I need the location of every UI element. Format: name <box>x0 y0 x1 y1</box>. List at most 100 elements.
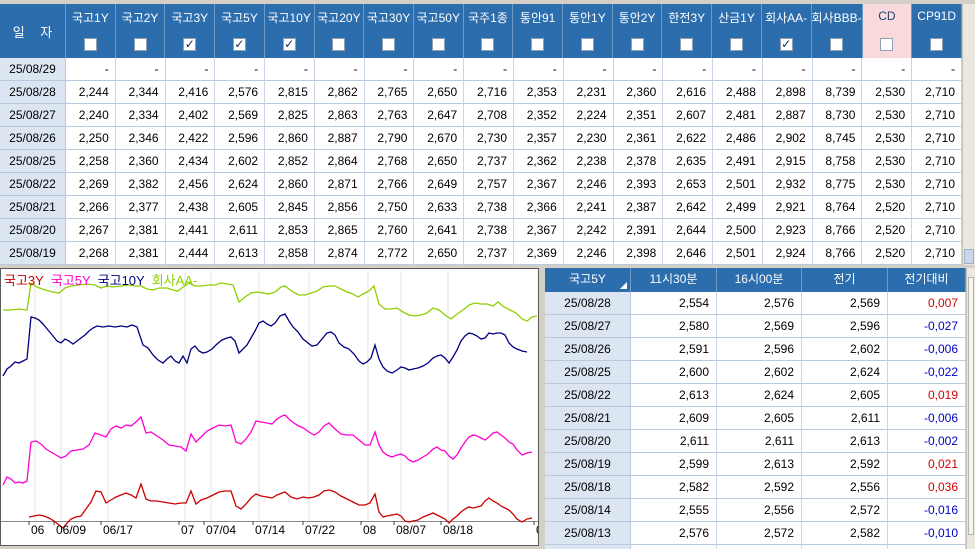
column-header-CP91D[interactable]: CP91D <box>912 4 962 58</box>
column-header-국고1Y[interactable]: 국고1Y <box>66 4 116 58</box>
value-cell: 2,361 <box>613 127 664 150</box>
quote-column-header[interactable]: 16시00분 <box>717 268 802 292</box>
column-checkbox[interactable] <box>431 38 445 51</box>
value-cell: 2,646 <box>663 242 714 265</box>
column-header-국고10Y[interactable]: 국고10Y ✓ <box>264 4 315 58</box>
value-cell: 2,710 <box>912 81 962 104</box>
change-cell: -0,006 <box>888 407 966 430</box>
table-row[interactable]: 25/08/28 2,554 2,576 2,569 0,007 <box>545 292 966 315</box>
value-cell: 2,932 <box>762 173 813 196</box>
table-row[interactable]: 25/08/21 2,266 2,377 2,438 2,605 2,845 2,856 2,… <box>0 196 962 219</box>
table-row[interactable]: 25/08/18 2,582 2,592 2,556 0,036 <box>545 476 966 499</box>
column-checkbox[interactable] <box>880 38 894 51</box>
column-checkbox[interactable] <box>630 38 644 51</box>
table-row[interactable]: 25/08/25 2,258 2,360 2,434 2,602 2,852 2,864 2,… <box>0 150 962 173</box>
table-row[interactable]: 25/08/22 2,613 2,624 2,605 0,019 <box>545 384 966 407</box>
table-row[interactable]: 25/08/20 2,267 2,381 2,441 2,611 2,853 2,865 2,… <box>0 219 962 242</box>
value-cell: 2,377 <box>115 196 166 219</box>
column-header-국고30Y[interactable]: 국고30Y <box>364 4 414 58</box>
yield-table-scrollbar[interactable] <box>962 4 975 265</box>
table-row[interactable]: 25/08/27 2,240 2,334 2,402 2,569 2,825 2,863 2,… <box>0 104 962 127</box>
table-row[interactable]: 25/08/26 2,591 2,596 2,602 -0,006 <box>545 338 966 361</box>
table-row[interactable]: 25/08/19 2,268 2,381 2,444 2,613 2,858 2,874 2,… <box>0 242 962 265</box>
column-header-국고3Y[interactable]: 국고3Y ✓ <box>165 4 216 58</box>
column-header-국고5Y[interactable]: 국고5Y ✓ <box>215 4 265 58</box>
value-cell: 8,758 <box>812 150 863 173</box>
yield-table-scrollbar-thumb[interactable] <box>964 249 974 264</box>
series-line-회사AA- <box>3 281 538 322</box>
quote-table: 국고5Y 11시30분 16시00분 전기 전기대비 25/08/28 2,554 2,5… <box>545 268 966 549</box>
quote-table-scrollbar[interactable] <box>966 268 975 549</box>
previous-cell: 2,624 <box>802 361 888 384</box>
value-cell: 8,764 <box>812 196 863 219</box>
value-cell: 2,730 <box>464 127 514 150</box>
column-checkbox[interactable] <box>531 38 545 51</box>
table-row[interactable]: 25/08/25 2,600 2,602 2,624 -0,022 <box>545 361 966 384</box>
column-checkbox[interactable] <box>481 38 495 51</box>
table-row[interactable]: 25/08/28 2,244 2,344 2,416 2,576 2,815 2,862 2,… <box>0 81 962 104</box>
value-cell: 2,250 <box>66 127 116 150</box>
x-axis-label: 0 <box>536 523 538 537</box>
table-row[interactable]: 25/08/20 2,611 2,611 2,613 -0,002 <box>545 430 966 453</box>
column-header-한전3Y[interactable]: 한전3Y <box>662 4 713 58</box>
column-header-통안91[interactable]: 통안91 <box>513 4 563 58</box>
change-cell: -0,027 <box>888 315 966 338</box>
table-row[interactable]: 25/08/19 2,599 2,613 2,592 0,021 <box>545 453 966 476</box>
column-checkbox[interactable] <box>930 38 944 51</box>
column-checkbox[interactable] <box>830 38 844 51</box>
column-header-국고2Y[interactable]: 국고2Y <box>115 4 166 58</box>
quote-corner-header[interactable]: 국고5Y <box>545 268 631 292</box>
value-cell: 2,708 <box>464 104 514 127</box>
table-row[interactable]: 25/08/13 2,576 2,572 2,582 -0,010 <box>545 522 966 545</box>
date-column-header[interactable]: 일 자 <box>0 4 66 58</box>
quote-column-header[interactable]: 11시30분 <box>631 268 717 292</box>
column-header-회사AA-[interactable]: 회사AA- ✓ <box>761 4 812 58</box>
value-cell: 2,853 <box>265 219 315 242</box>
column-checkbox[interactable]: ✓ <box>779 37 793 51</box>
column-checkbox[interactable] <box>382 38 396 51</box>
date-cell: 25/08/14 <box>545 499 631 522</box>
table-row[interactable]: 25/08/26 2,250 2,346 2,422 2,596 2,860 2,887 2,… <box>0 127 962 150</box>
column-checkbox[interactable] <box>332 38 346 51</box>
value-cell: 2,346 <box>115 127 166 150</box>
table-row[interactable]: 25/08/29- - - - - - - - - - - - - - - - - - <box>0 58 962 81</box>
value-cell: 2,391 <box>613 219 664 242</box>
date-cell: 25/08/20 <box>545 430 631 453</box>
value-cell: - <box>514 58 564 81</box>
value-cell: 2,757 <box>464 173 514 196</box>
previous-cell: 2,592 <box>802 453 888 476</box>
value-cell: 2,622 <box>663 127 714 150</box>
column-checkbox[interactable] <box>133 38 147 51</box>
column-checkbox[interactable] <box>83 38 97 51</box>
quote-column-header[interactable]: 전기 <box>802 268 888 292</box>
column-header-CD[interactable]: CD <box>862 4 913 58</box>
value-cell: 2,242 <box>563 219 614 242</box>
column-checkbox[interactable]: ✓ <box>183 37 197 51</box>
column-checkbox[interactable] <box>729 38 743 51</box>
quote-column-header[interactable]: 전기대비 <box>888 268 966 292</box>
column-header-회사BBB-[interactable]: 회사BBB- <box>811 4 863 58</box>
table-row[interactable]: 25/08/14 2,555 2,556 2,572 -0,016 <box>545 499 966 522</box>
value-cell: 2,246 <box>563 173 614 196</box>
value-cell: 2,499 <box>713 196 763 219</box>
column-header-통안2Y[interactable]: 통안2Y <box>612 4 663 58</box>
column-header-국고50Y[interactable]: 국고50Y <box>413 4 464 58</box>
quote-table-body: 25/08/28 2,554 2,576 2,569 0,007 25/08/27 2,58… <box>545 292 966 549</box>
column-header-국고20Y[interactable]: 국고20Y <box>314 4 365 58</box>
value-cell: 2,444 <box>165 242 216 265</box>
value-cell: 2,765 <box>364 81 415 104</box>
column-checkbox[interactable] <box>580 38 594 51</box>
column-checkbox[interactable]: ✓ <box>232 37 246 51</box>
value-cell: 2,268 <box>66 242 116 265</box>
column-header-국주1종[interactable]: 국주1종 <box>463 4 514 58</box>
value-cell: 2,710 <box>912 242 962 265</box>
column-header-산금1Y[interactable]: 산금1Y <box>712 4 762 58</box>
value-cell: 2,887 <box>314 127 365 150</box>
quote-table-scrollbar-thumb[interactable] <box>968 277 974 535</box>
column-checkbox[interactable]: ✓ <box>282 37 296 51</box>
table-row[interactable]: 25/08/22 2,269 2,382 2,456 2,624 2,860 2,871 2,… <box>0 173 962 196</box>
column-header-통안1Y[interactable]: 통안1Y <box>563 4 613 58</box>
column-checkbox[interactable] <box>680 38 694 51</box>
table-row[interactable]: 25/08/21 2,609 2,605 2,611 -0,006 <box>545 407 966 430</box>
table-row[interactable]: 25/08/27 2,580 2,569 2,596 -0,027 <box>545 315 966 338</box>
